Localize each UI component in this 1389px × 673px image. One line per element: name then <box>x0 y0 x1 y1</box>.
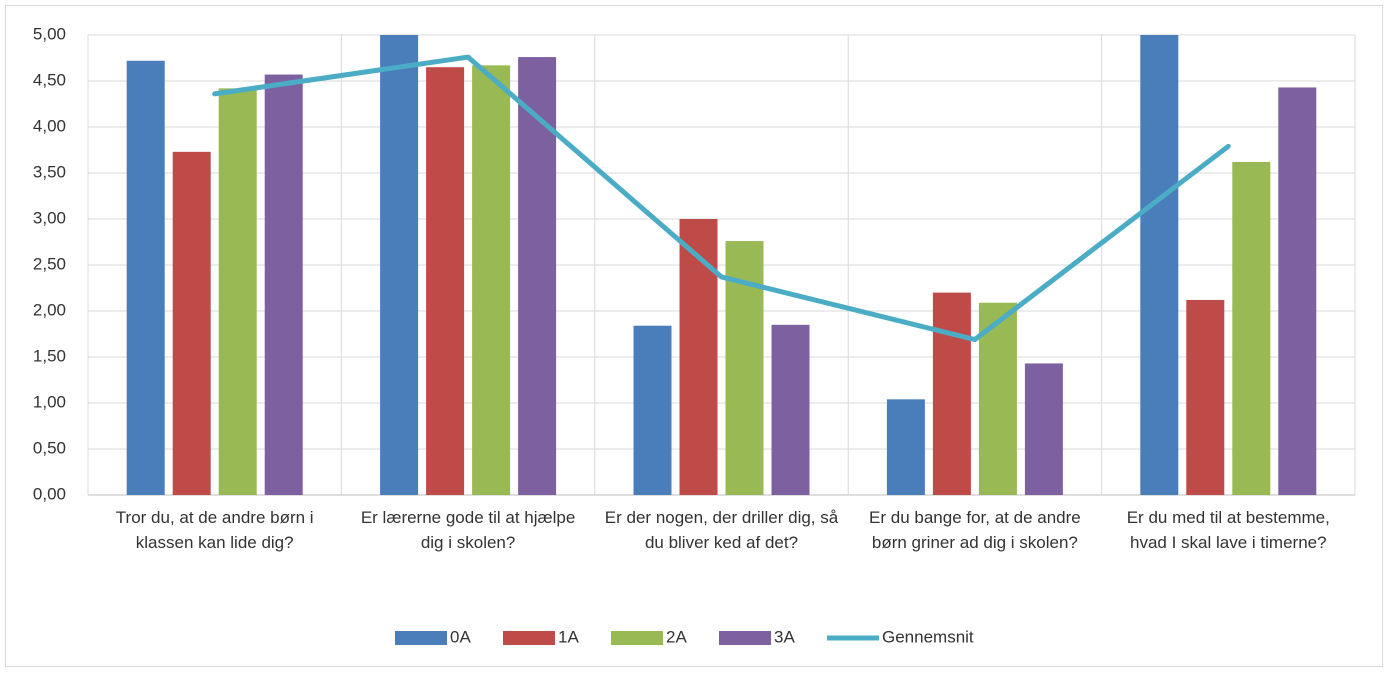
bar <box>886 399 925 495</box>
y-tick-label: 2,00 <box>33 300 66 319</box>
bar <box>771 324 810 495</box>
y-tick-label: 4,50 <box>33 70 66 89</box>
bar <box>1140 35 1179 495</box>
y-tick-label: 3,00 <box>33 208 66 227</box>
legend-swatch <box>719 631 771 645</box>
legend-label: 3A <box>774 627 795 646</box>
y-tick-label: 0,50 <box>33 438 66 457</box>
bar <box>380 35 419 495</box>
legend-label: 0A <box>450 627 471 646</box>
legend-label: Gennemsnit <box>882 627 974 646</box>
bar <box>472 65 511 496</box>
y-tick-label: 4,00 <box>33 116 66 135</box>
legend-swatch <box>395 631 447 645</box>
y-tick-label: 0,00 <box>33 484 66 503</box>
bar <box>218 88 257 496</box>
x-tick-label: Tror du, at de andre børn i klassen kan … <box>115 508 314 552</box>
x-tick-label: Er lærerne gode til at hjælpe dig i skol… <box>360 508 576 552</box>
bar <box>518 57 557 495</box>
bar <box>1186 299 1225 495</box>
bar <box>679 219 718 495</box>
bar <box>1278 87 1317 495</box>
x-tick-label: Er du bange for, at de andre børn griner… <box>869 508 1081 552</box>
x-tick-label: Er der nogen, der driller dig, så du bli… <box>604 508 839 552</box>
bar <box>264 74 303 495</box>
chart-border <box>5 5 1383 667</box>
bar <box>932 292 971 495</box>
y-tick-label: 3,50 <box>33 162 66 181</box>
bar <box>172 151 211 495</box>
y-tick-label: 1,50 <box>33 346 66 365</box>
y-tick-label: 5,00 <box>33 24 66 43</box>
legend-swatch <box>611 631 663 645</box>
bar <box>426 67 465 495</box>
line-series <box>212 54 1231 343</box>
legend-label: 2A <box>666 627 687 646</box>
legend-label: 1A <box>558 627 579 646</box>
y-tick-label: 1,00 <box>33 392 66 411</box>
bar <box>126 60 165 495</box>
y-tick-label: 2,50 <box>33 254 66 273</box>
x-tick-label: Er du med til at bestemme, hvad I skal l… <box>1126 508 1330 552</box>
bar <box>633 325 672 495</box>
bar <box>1024 363 1063 495</box>
legend-swatch <box>503 631 555 645</box>
bar <box>1232 161 1271 495</box>
